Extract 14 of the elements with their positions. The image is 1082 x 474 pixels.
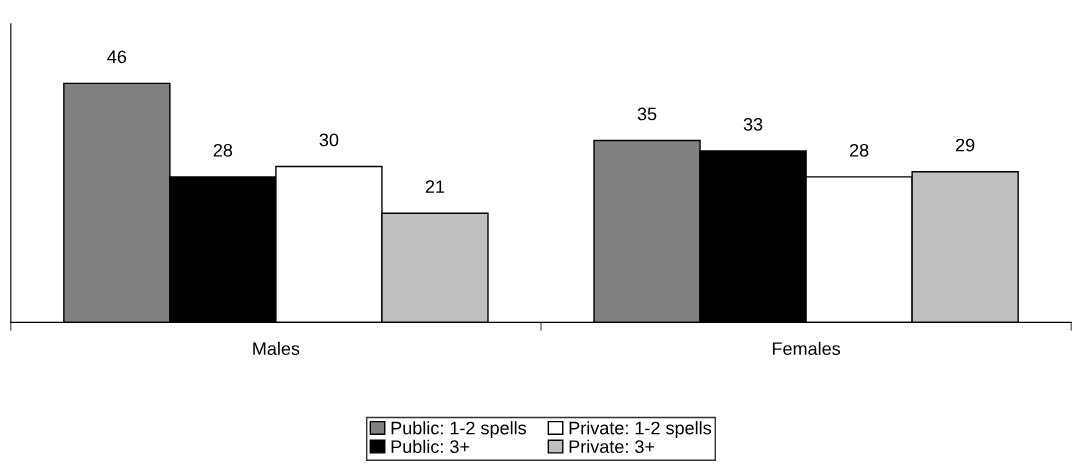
data-label: 30 bbox=[319, 133, 339, 147]
data-label: 28 bbox=[849, 143, 869, 157]
data-label: 35 bbox=[637, 107, 657, 121]
x-tick-label: Females bbox=[772, 341, 841, 356]
data-label: 28 bbox=[213, 143, 233, 157]
legend-label: Private: 1-2 spells bbox=[569, 421, 712, 438]
data-label: 29 bbox=[956, 138, 975, 152]
data-label: 21 bbox=[425, 180, 445, 193]
legend-label: Public: 3+ bbox=[391, 439, 470, 454]
legend-label: Public: 1-2 spells bbox=[391, 421, 527, 438]
data-label: 33 bbox=[743, 117, 763, 131]
data-label: 46 bbox=[107, 50, 127, 64]
legend-label: Private: 3+ bbox=[569, 439, 655, 454]
x-tick-label: Males bbox=[253, 341, 300, 356]
